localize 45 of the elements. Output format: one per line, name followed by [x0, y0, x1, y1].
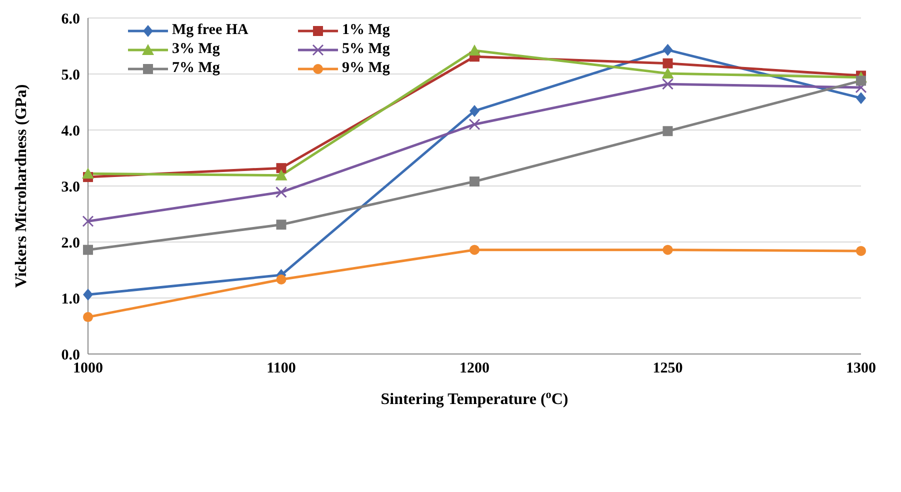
x-tick-label: 1250	[652, 360, 683, 377]
point	[276, 220, 286, 230]
point	[82, 216, 94, 228]
legend-label: 3% Mg	[172, 41, 220, 58]
point	[662, 67, 674, 78]
point	[468, 44, 480, 56]
y-tick-label: 5.0	[61, 67, 80, 84]
point	[856, 92, 866, 104]
point	[662, 244, 673, 255]
point	[662, 58, 673, 68]
y-tick-label: 2.0	[61, 235, 80, 252]
legend-label: Mg free HA	[172, 22, 248, 39]
y-tick-label: 0.0	[61, 347, 80, 364]
y-tick-label: 6.0	[61, 11, 80, 28]
point	[276, 163, 286, 174]
legend-label: 1% Mg	[342, 22, 390, 39]
point	[662, 44, 673, 56]
point	[83, 312, 93, 322]
point	[470, 176, 480, 187]
x-tick-label: 1300	[846, 360, 876, 377]
x-tick-label: 1100	[266, 360, 296, 377]
point	[276, 274, 286, 285]
point	[856, 76, 866, 86]
y-tick-label: 3.0	[61, 179, 80, 196]
point	[83, 288, 93, 301]
y-tick-label: 1.0	[61, 291, 80, 308]
point	[82, 168, 94, 179]
point	[470, 244, 480, 255]
point	[855, 82, 867, 94]
point	[662, 126, 673, 136]
legend-label: 9% Mg	[342, 60, 390, 77]
point	[662, 78, 674, 90]
point	[468, 118, 480, 130]
y-axis-title: Vickers Microhardness (GPa)	[13, 84, 30, 288]
point	[83, 244, 93, 255]
point	[275, 169, 288, 180]
x-axis-title: Sintering Temperature ($^{o}$C)	[380, 389, 568, 408]
x-tick-label: 1200	[460, 360, 490, 377]
point	[856, 246, 866, 256]
point	[470, 104, 480, 117]
y-tick-label: 4.0	[61, 123, 80, 140]
point	[276, 186, 287, 198]
x-tick-label: 1000	[73, 360, 103, 377]
legend-label: 7% Mg	[172, 60, 220, 77]
legend-label: 5% Mg	[342, 41, 390, 58]
